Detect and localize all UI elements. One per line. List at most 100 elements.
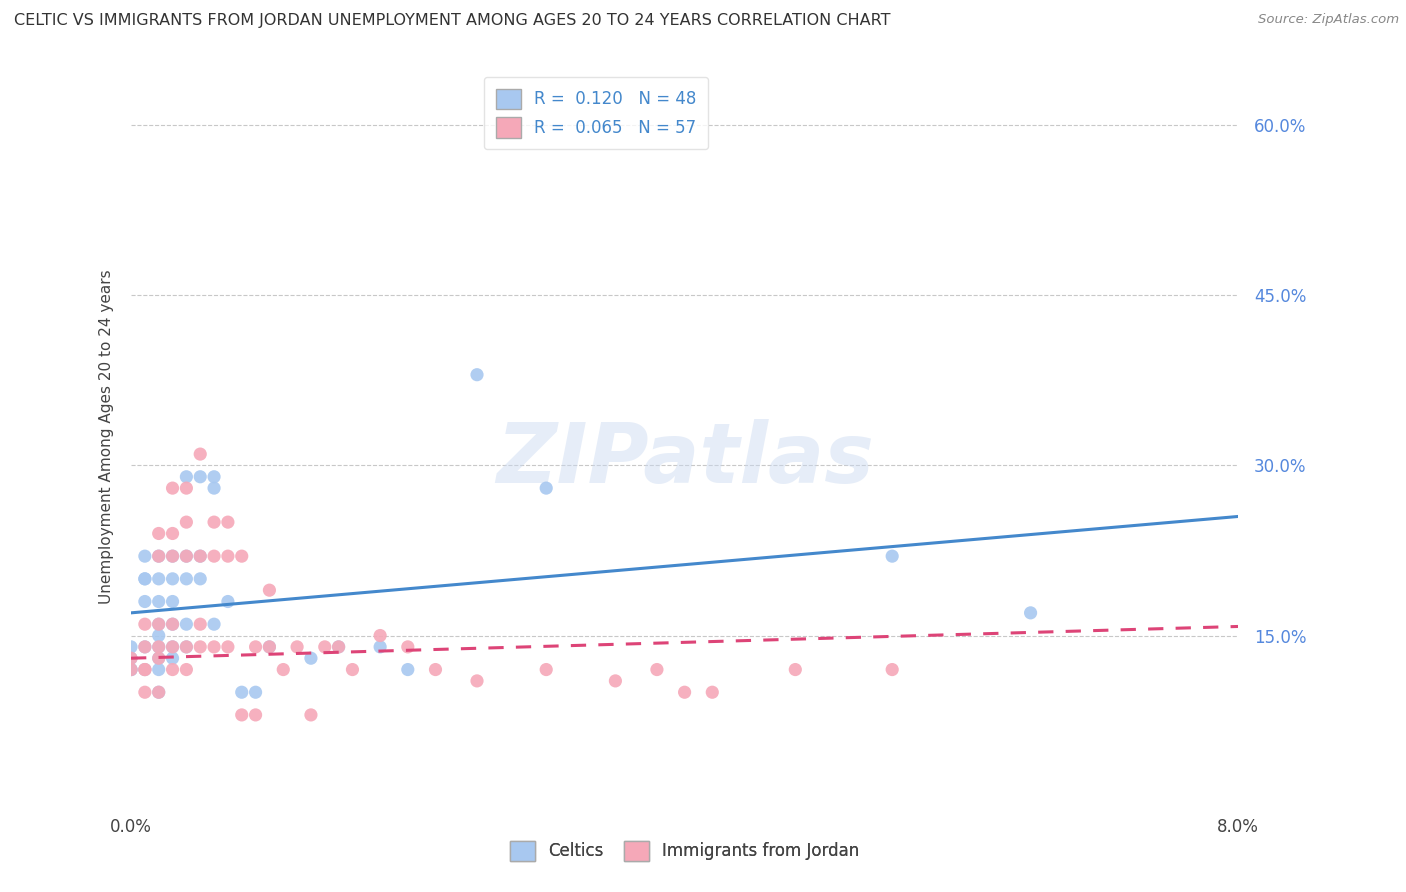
- Point: [1019, 606, 1042, 620]
- Point: [202, 481, 225, 495]
- Point: [202, 640, 225, 654]
- Point: [120, 651, 142, 665]
- Point: [148, 651, 170, 665]
- Point: [176, 469, 198, 483]
- Point: [368, 640, 391, 654]
- Point: [259, 583, 281, 598]
- Point: [148, 651, 170, 665]
- Point: [368, 628, 391, 642]
- Point: [217, 594, 239, 608]
- Point: [217, 515, 239, 529]
- Point: [148, 617, 170, 632]
- Point: [534, 663, 557, 677]
- Point: [134, 663, 156, 677]
- Point: [134, 640, 156, 654]
- Point: [148, 526, 170, 541]
- Point: [188, 447, 211, 461]
- Point: [162, 663, 184, 677]
- Point: [148, 640, 170, 654]
- Point: [162, 594, 184, 608]
- Point: [120, 663, 142, 677]
- Point: [162, 572, 184, 586]
- Point: [342, 663, 364, 677]
- Point: [176, 549, 198, 563]
- Point: [673, 685, 696, 699]
- Y-axis label: Unemployment Among Ages 20 to 24 years: Unemployment Among Ages 20 to 24 years: [100, 269, 114, 605]
- Point: [231, 707, 253, 722]
- Legend: Celtics, Immigrants from Jordan: Celtics, Immigrants from Jordan: [501, 830, 869, 871]
- Point: [702, 685, 724, 699]
- Point: [245, 685, 267, 699]
- Point: [645, 663, 668, 677]
- Point: [328, 640, 350, 654]
- Point: [465, 673, 488, 688]
- Point: [188, 549, 211, 563]
- Point: [148, 640, 170, 654]
- Point: [605, 673, 627, 688]
- Point: [134, 663, 156, 677]
- Point: [176, 549, 198, 563]
- Point: [188, 549, 211, 563]
- Point: [148, 594, 170, 608]
- Point: [176, 481, 198, 495]
- Point: [162, 651, 184, 665]
- Point: [134, 663, 156, 677]
- Point: [202, 469, 225, 483]
- Point: [148, 617, 170, 632]
- Point: [396, 663, 419, 677]
- Point: [176, 640, 198, 654]
- Point: [425, 663, 447, 677]
- Point: [134, 594, 156, 608]
- Point: [162, 549, 184, 563]
- Point: [882, 549, 904, 563]
- Point: [465, 368, 488, 382]
- Point: [162, 617, 184, 632]
- Text: 0.0%: 0.0%: [110, 818, 152, 837]
- Point: [120, 663, 142, 677]
- Point: [148, 628, 170, 642]
- Point: [162, 549, 184, 563]
- Point: [299, 707, 322, 722]
- Point: [148, 663, 170, 677]
- Point: [231, 549, 253, 563]
- Point: [148, 572, 170, 586]
- Point: [176, 515, 198, 529]
- Point: [120, 640, 142, 654]
- Point: [134, 640, 156, 654]
- Text: CELTIC VS IMMIGRANTS FROM JORDAN UNEMPLOYMENT AMONG AGES 20 TO 24 YEARS CORRELAT: CELTIC VS IMMIGRANTS FROM JORDAN UNEMPLO…: [14, 13, 890, 29]
- Point: [202, 549, 225, 563]
- Point: [785, 663, 807, 677]
- Point: [231, 685, 253, 699]
- Point: [188, 640, 211, 654]
- Point: [271, 663, 294, 677]
- Point: [202, 617, 225, 632]
- Point: [534, 481, 557, 495]
- Point: [314, 640, 336, 654]
- Point: [188, 617, 211, 632]
- Point: [202, 515, 225, 529]
- Point: [299, 651, 322, 665]
- Point: [217, 549, 239, 563]
- Point: [134, 549, 156, 563]
- Point: [134, 617, 156, 632]
- Point: [259, 640, 281, 654]
- Point: [148, 549, 170, 563]
- Point: [245, 707, 267, 722]
- Point: [162, 640, 184, 654]
- Point: [285, 640, 308, 654]
- Point: [134, 572, 156, 586]
- Point: [217, 640, 239, 654]
- Point: [148, 685, 170, 699]
- Point: [188, 572, 211, 586]
- Point: [148, 685, 170, 699]
- Point: [396, 640, 419, 654]
- Point: [882, 663, 904, 677]
- Text: 8.0%: 8.0%: [1218, 818, 1260, 837]
- Point: [134, 685, 156, 699]
- Point: [162, 526, 184, 541]
- Point: [259, 640, 281, 654]
- Point: [188, 469, 211, 483]
- Point: [245, 640, 267, 654]
- Point: [176, 640, 198, 654]
- Point: [176, 572, 198, 586]
